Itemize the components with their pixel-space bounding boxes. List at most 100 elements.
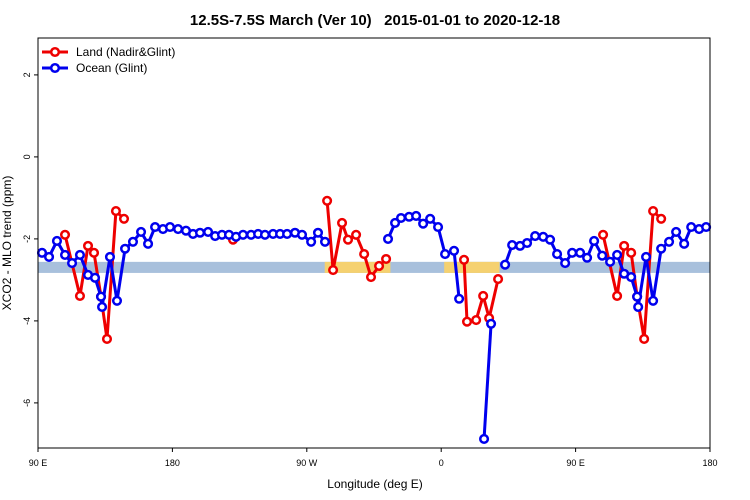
marker (633, 301, 644, 313)
x-tick-label: 180 (702, 458, 717, 468)
marker (433, 221, 444, 233)
marker (237, 229, 249, 240)
marker (656, 243, 667, 254)
marker (342, 234, 354, 245)
marker (351, 229, 362, 240)
marker (701, 221, 712, 233)
marker (111, 295, 123, 306)
series-line (482, 323, 493, 440)
marker (597, 250, 608, 261)
x-tick-label: 90 W (296, 458, 318, 468)
marker (382, 233, 394, 244)
marker (612, 290, 623, 301)
band-segment (324, 261, 391, 273)
marker (648, 295, 659, 306)
marker (411, 210, 422, 221)
marker (545, 234, 556, 245)
marker (150, 221, 161, 233)
marker (605, 256, 616, 267)
marker (319, 236, 331, 247)
legend-marker (49, 46, 61, 58)
marker (500, 259, 511, 270)
series-line (462, 259, 500, 324)
marker (306, 236, 317, 247)
marker (418, 218, 429, 229)
marker (671, 226, 682, 237)
plot-frame (37, 37, 711, 449)
marker (59, 229, 71, 240)
marker (88, 247, 100, 258)
marker (626, 247, 637, 258)
marker (322, 195, 333, 206)
marker (120, 243, 131, 254)
marker (194, 227, 206, 238)
marker (259, 229, 271, 240)
marker (522, 237, 533, 249)
marker (143, 238, 154, 249)
x-tick-label: 90 E (566, 458, 585, 468)
marker (479, 433, 490, 445)
marker (74, 290, 86, 301)
y-tick-label: 2 (22, 72, 32, 77)
marker (365, 271, 377, 283)
marker (51, 235, 63, 246)
marker (74, 249, 86, 260)
y-tick-label: -6 (22, 399, 32, 407)
y-tick-label: -4 (22, 317, 32, 325)
marker (626, 271, 637, 283)
marker (686, 221, 697, 233)
marker (82, 240, 94, 251)
marker (336, 217, 348, 228)
marker (639, 333, 650, 344)
marker (612, 249, 623, 260)
marker (641, 251, 652, 262)
marker (458, 254, 470, 265)
marker (448, 245, 460, 256)
legend-label: Land (Nadir&Glint) (76, 45, 175, 59)
x-axis-label: Longitude (deg E) (327, 477, 422, 491)
marker (440, 249, 451, 260)
marker (507, 240, 518, 251)
marker (530, 230, 541, 242)
marker (282, 228, 293, 240)
marker (312, 227, 324, 238)
marker (381, 253, 392, 265)
marker (575, 247, 586, 258)
marker (328, 265, 339, 276)
marker (173, 224, 184, 235)
marker (648, 205, 659, 217)
y-tick-label: -2 (22, 235, 32, 243)
marker (59, 249, 71, 260)
marker (461, 316, 473, 327)
marker (359, 249, 370, 260)
marker (101, 333, 113, 344)
marker (493, 274, 504, 285)
marker (582, 252, 593, 263)
marker (560, 258, 571, 269)
y-tick-label: 0 (22, 154, 32, 159)
legend-marker (49, 62, 61, 74)
marker (454, 293, 465, 304)
y-axis-label: XCO2 - MLO trend (ppm) (0, 176, 14, 311)
marker (619, 240, 630, 251)
marker (664, 236, 675, 247)
marker (567, 247, 578, 258)
marker (552, 249, 563, 260)
marker (395, 212, 407, 224)
marker (203, 226, 214, 237)
marker (95, 291, 107, 302)
marker (118, 213, 130, 224)
marker (127, 236, 139, 247)
marker (478, 290, 489, 301)
marker (486, 318, 497, 329)
legend-label: Ocean (Glint) (76, 61, 147, 75)
marker (589, 235, 600, 246)
marker (97, 301, 108, 313)
x-tick-label: 180 (165, 458, 180, 468)
marker (471, 315, 482, 326)
marker (66, 258, 78, 269)
marker (390, 217, 401, 228)
marker (104, 251, 116, 262)
marker (296, 229, 308, 240)
